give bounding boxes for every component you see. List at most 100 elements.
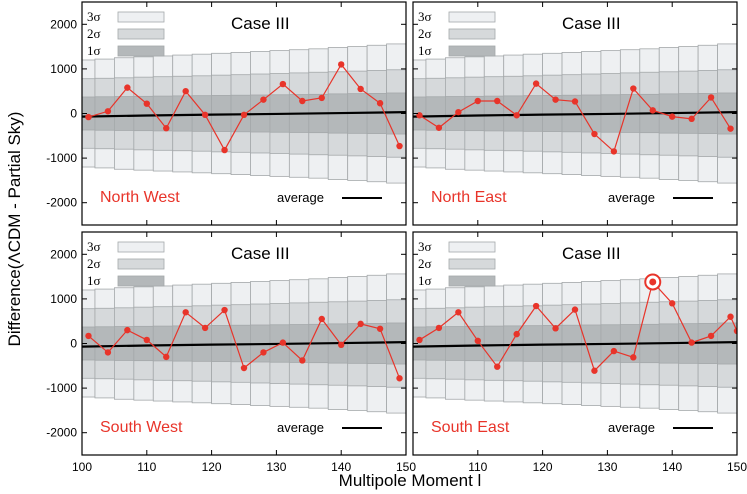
plot-area bbox=[413, 273, 737, 414]
data-point bbox=[455, 108, 462, 116]
x-tick-label: 110 bbox=[468, 460, 487, 474]
case-title: Case III bbox=[562, 244, 621, 263]
data-point bbox=[163, 353, 170, 361]
data-point bbox=[143, 336, 150, 344]
data-point bbox=[669, 113, 676, 120]
data-point bbox=[357, 85, 364, 93]
y-tick-label: 0 bbox=[70, 337, 77, 351]
x-tick-label: 120 bbox=[202, 460, 222, 474]
band-1sigma bbox=[172, 95, 193, 132]
band-1sigma bbox=[94, 96, 115, 131]
legend-label: 3σ bbox=[87, 239, 101, 254]
region-label: North West bbox=[100, 189, 180, 206]
data-point bbox=[494, 97, 501, 105]
data-point bbox=[143, 100, 150, 107]
region-label: South East bbox=[431, 419, 510, 436]
average-legend-label: average bbox=[608, 190, 655, 205]
x-tick-label: 150 bbox=[727, 460, 747, 474]
legend-swatch bbox=[448, 11, 496, 23]
panel-north-west: -2000 -1000 0 1000 2000 3σ 2σ 1σ Case III North W… bbox=[46, 1, 407, 226]
band-1sigma bbox=[152, 325, 174, 362]
data-point bbox=[630, 85, 637, 92]
panel-south-west: -2000 -1000 0 1000 2000 100 110 120 130 140 150 3σ 2… bbox=[46, 231, 416, 474]
y-tick-label: -2000 bbox=[46, 426, 77, 440]
data-point bbox=[610, 347, 618, 355]
legend-label: 1σ bbox=[418, 43, 432, 58]
band-1sigma bbox=[425, 326, 446, 361]
y-tick-label: -1000 bbox=[46, 381, 77, 395]
data-point bbox=[318, 315, 325, 323]
data-point bbox=[610, 148, 618, 155]
data-point bbox=[649, 107, 656, 114]
legend-swatch bbox=[117, 45, 165, 57]
data-point bbox=[733, 327, 737, 335]
x-tick-label: 140 bbox=[662, 460, 682, 474]
average-line bbox=[413, 341, 737, 348]
legend: 3σ 2σ 1σ bbox=[87, 9, 165, 58]
data-point bbox=[532, 80, 540, 87]
case-title: Case III bbox=[231, 244, 290, 263]
x-tick-label: 100 bbox=[72, 460, 92, 474]
data-point bbox=[201, 111, 209, 119]
band-1sigma bbox=[191, 95, 213, 132]
data-point bbox=[552, 96, 559, 103]
legend-swatch bbox=[448, 45, 496, 57]
data-point bbox=[163, 125, 170, 132]
x-tick-label: 120 bbox=[533, 460, 553, 474]
plot-area bbox=[82, 273, 406, 414]
data-point bbox=[318, 94, 325, 102]
data-series-line bbox=[419, 280, 737, 372]
data-point bbox=[571, 306, 579, 313]
legend-swatch bbox=[448, 258, 496, 270]
data-point bbox=[279, 80, 287, 88]
data-point bbox=[221, 146, 228, 154]
legend-label: 3σ bbox=[87, 9, 101, 24]
data-point bbox=[260, 349, 267, 356]
average-legend-label: average bbox=[608, 420, 655, 435]
legend-swatch bbox=[117, 241, 165, 253]
data-point bbox=[221, 306, 228, 314]
legend: 3σ 2σ 1σ bbox=[87, 239, 165, 288]
data-point bbox=[85, 332, 92, 340]
legend-swatch bbox=[448, 241, 496, 253]
band-1sigma bbox=[464, 325, 485, 362]
data-point bbox=[299, 97, 306, 105]
data-point bbox=[435, 324, 443, 332]
data-point bbox=[376, 100, 384, 107]
y-tick-label: 0 bbox=[70, 107, 77, 121]
legend-swatch bbox=[117, 11, 165, 23]
y-tick-label: -2000 bbox=[46, 196, 77, 210]
data-point bbox=[630, 354, 637, 361]
data-point bbox=[435, 124, 443, 131]
region-label: North East bbox=[431, 189, 507, 206]
average-legend-label: average bbox=[277, 420, 324, 435]
data-point bbox=[104, 349, 112, 356]
legend-label: 1σ bbox=[418, 273, 432, 288]
x-tick-label: 140 bbox=[331, 460, 351, 474]
data-point bbox=[104, 108, 112, 115]
legend-swatch bbox=[117, 28, 165, 40]
data-point bbox=[707, 332, 715, 340]
data-point bbox=[474, 97, 481, 105]
data-point bbox=[532, 302, 540, 310]
case-title: Case III bbox=[562, 14, 621, 33]
panel-north-east: 3σ 2σ 1σ Case III North East average bbox=[412, 1, 738, 226]
data-point bbox=[552, 325, 559, 332]
band-1sigma bbox=[522, 325, 543, 362]
data-point bbox=[591, 130, 598, 138]
legend-swatch bbox=[448, 28, 496, 40]
y-tick-label: 1000 bbox=[50, 292, 77, 306]
y-tick-label: -1000 bbox=[46, 151, 77, 165]
data-point bbox=[124, 326, 131, 334]
legend-swatch bbox=[448, 275, 496, 287]
data-point bbox=[688, 339, 695, 346]
data-point bbox=[299, 357, 306, 364]
data-point bbox=[357, 320, 364, 328]
data-point bbox=[727, 313, 734, 320]
band-1sigma bbox=[152, 95, 174, 132]
legend-label: 3σ bbox=[418, 239, 432, 254]
y-axis-title: Difference(ΛCDM - Partial Sky) bbox=[5, 112, 24, 347]
data-point-highlight bbox=[649, 278, 657, 286]
data-point bbox=[396, 142, 403, 150]
region-label: South West bbox=[100, 419, 183, 436]
